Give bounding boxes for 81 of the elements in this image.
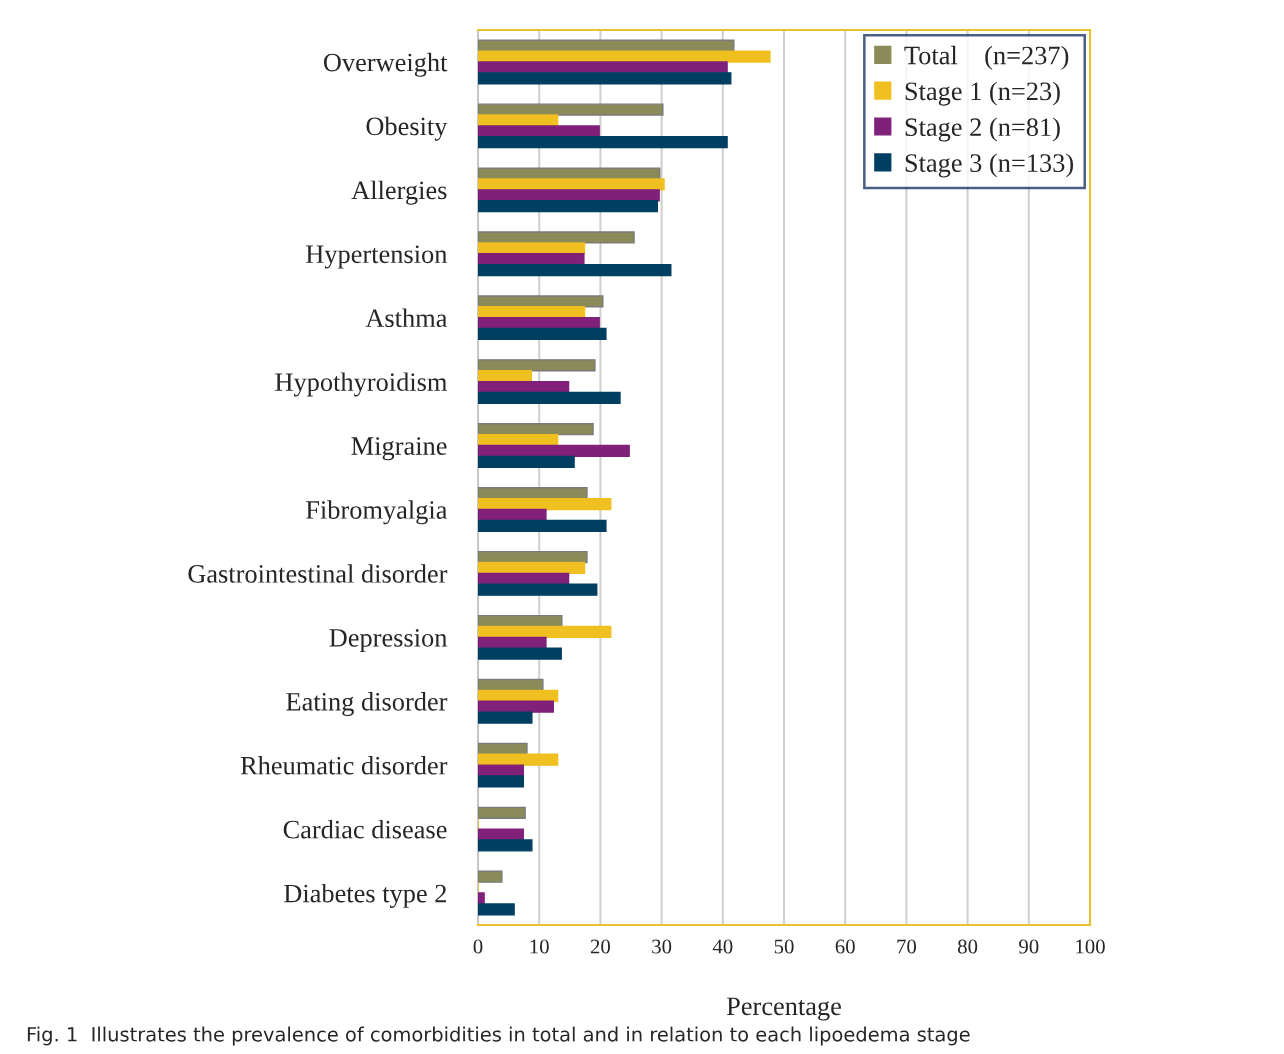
x-tick-label: 50 [774, 939, 794, 954]
bar [478, 742, 528, 756]
bar [478, 572, 570, 585]
bar [478, 295, 604, 308]
bar [478, 391, 621, 405]
bar [478, 764, 524, 777]
y-tick-label: Gastrointestinal disorder [188, 564, 448, 583]
bar [478, 828, 524, 841]
x-tick-label: 10 [530, 939, 549, 954]
bar [478, 125, 600, 138]
x-tick-label: 80 [957, 939, 978, 954]
y-tick-label: Rheumatic disorder [240, 756, 448, 775]
bar [478, 903, 515, 916]
bar [478, 306, 586, 319]
y-tick-label: Hypothyroidism [275, 372, 448, 397]
bar [478, 678, 544, 692]
bar [478, 839, 533, 852]
bar [478, 444, 630, 458]
x-axis-title: Percentage [726, 997, 841, 1021]
legend-label: Stage 3 (n=133) [905, 153, 1074, 178]
bar [478, 497, 612, 511]
legend-label: Total (n=237) [904, 45, 1069, 70]
y-tick-label: Eating disorder [286, 692, 448, 717]
bar [478, 647, 562, 660]
bar [478, 487, 588, 500]
y-tick-label: Migraine [351, 437, 447, 461]
bar [478, 550, 588, 564]
y-tick-label: Depression [329, 629, 448, 653]
bar [478, 519, 607, 532]
bar [478, 892, 485, 905]
bar [478, 72, 732, 85]
y-tick-label: Overweight [323, 52, 448, 77]
bar [478, 508, 547, 522]
bar [478, 380, 570, 394]
x-tick-label: 40 [712, 939, 733, 954]
bar [478, 625, 612, 639]
x-tick-label: 0 [473, 939, 483, 954]
x-tick-label: 90 [1019, 939, 1039, 954]
bar [478, 775, 524, 788]
x-tick-label: 60 [835, 939, 855, 954]
bar [478, 253, 585, 266]
legend-label: Stage 1 (n=23) [905, 81, 1060, 106]
bar [478, 189, 660, 202]
bar [478, 136, 728, 149]
bar [478, 199, 659, 213]
bar [478, 711, 533, 724]
bar [478, 370, 532, 383]
x-tick-label: 70 [897, 939, 917, 954]
bar [478, 61, 728, 74]
bar [478, 433, 559, 447]
bar [478, 242, 586, 255]
y-tick-label: Hypertension [306, 245, 448, 269]
bar [478, 870, 503, 883]
x-tick-label: 20 [590, 939, 611, 954]
bar [478, 423, 594, 436]
bar [478, 455, 575, 468]
bar [478, 50, 771, 63]
x-tick-label: 30 [652, 939, 672, 954]
bar [478, 583, 598, 596]
y-tick-label: Diabetes type 2 [284, 883, 446, 908]
y-tick-label: Fibromyalgia [306, 500, 448, 525]
bar [478, 114, 559, 127]
bar [478, 316, 600, 330]
bar [478, 103, 664, 116]
bar [478, 561, 586, 575]
bar [478, 359, 596, 372]
bar [478, 167, 661, 180]
y-tick-label: Cardiac disease [283, 819, 447, 839]
bar [478, 689, 559, 702]
bar [478, 231, 635, 244]
bar [478, 806, 526, 819]
y-tick-label: Allergies [351, 180, 447, 205]
legend-label: Stage 2 (n=81) [905, 117, 1060, 142]
caption: Fig. 1 Illustrates the prevalence of comorbidities in total and in relation to each lipoedema stage [27, 1026, 970, 1046]
bar [478, 263, 672, 277]
bar [478, 178, 665, 191]
bar [478, 327, 607, 341]
y-tick-label: Asthma [365, 308, 448, 328]
x-tick-label: 100 [1076, 939, 1105, 954]
y-tick-label: Obesity [366, 116, 448, 141]
bar [478, 614, 563, 628]
